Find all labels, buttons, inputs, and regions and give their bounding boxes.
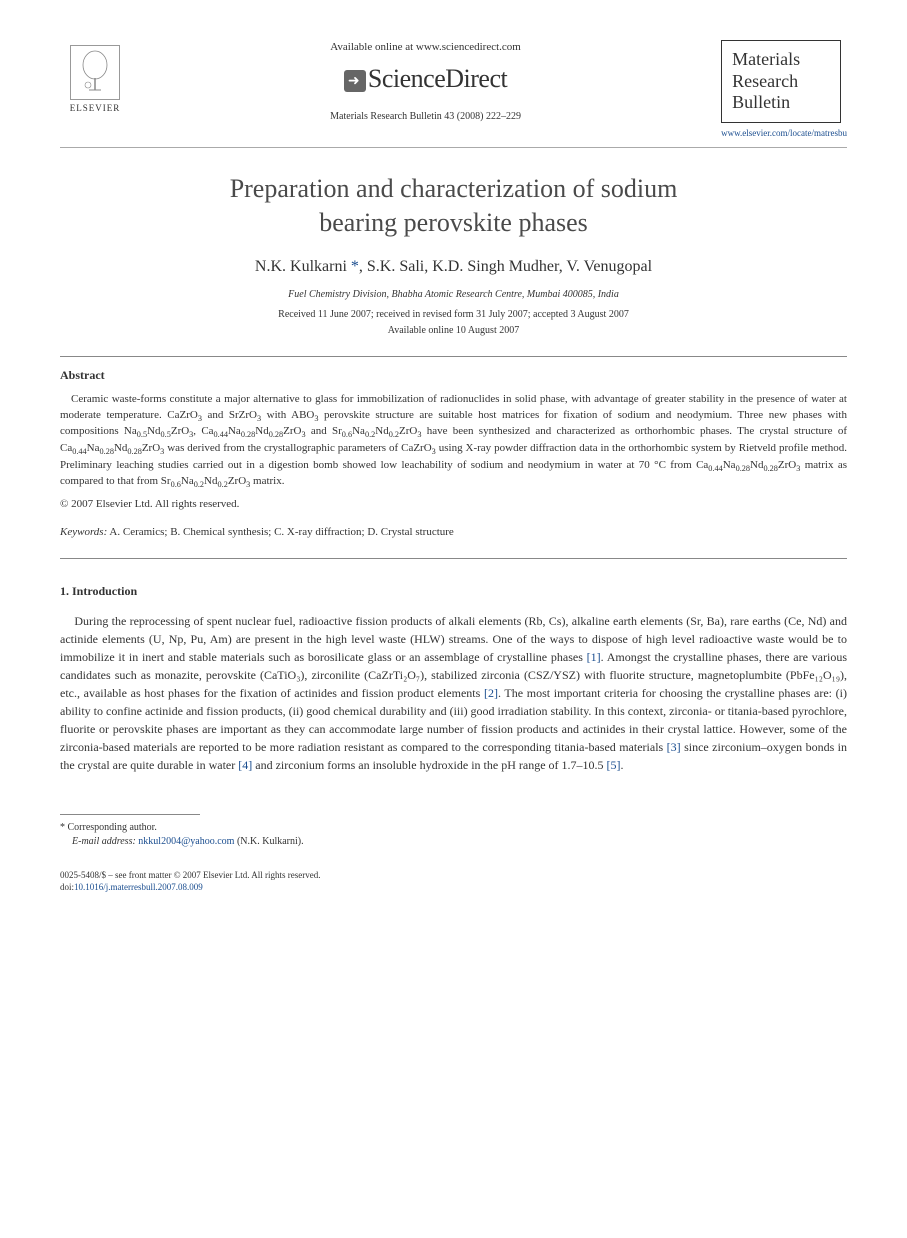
elsevier-text: ELSEVIER xyxy=(70,102,121,115)
footer-block: 0025-5408/$ – see front matter © 2007 El… xyxy=(60,869,847,894)
email-line: E-mail address: nkkul2004@yahoo.com (N.K… xyxy=(60,835,847,849)
journal-box-line3: Bulletin xyxy=(732,92,830,114)
article-title: Preparation and characterization of sodi… xyxy=(60,172,847,240)
footnote-separator xyxy=(60,814,200,815)
abstract-heading: Abstract xyxy=(60,367,847,384)
header-row: ELSEVIER Available online at www.science… xyxy=(60,40,847,139)
keywords-line: Keywords: A. Ceramics; B. Chemical synth… xyxy=(60,525,847,540)
header-rule xyxy=(60,147,847,148)
corresponding-star-icon: * xyxy=(351,258,359,275)
reference-link-4[interactable]: [4] xyxy=(238,758,252,772)
sciencedirect-icon xyxy=(344,70,366,92)
journal-reference: Materials Research Bulletin 43 (2008) 22… xyxy=(130,110,721,124)
sciencedirect-logo: ScienceDirect xyxy=(130,61,721,97)
available-online-text: Available online at www.sciencedirect.co… xyxy=(130,40,721,55)
affiliation: Fuel Chemistry Division, Bhabha Atomic R… xyxy=(60,288,847,302)
reference-link-3[interactable]: [3] xyxy=(667,740,681,754)
abstract-top-rule xyxy=(60,356,847,357)
dates-received: Received 11 June 2007; received in revis… xyxy=(60,308,847,322)
keywords-text: A. Ceramics; B. Chemical synthesis; C. X… xyxy=(107,526,454,538)
introduction-heading: 1. Introduction xyxy=(60,583,847,600)
introduction-paragraph: During the reprocessing of spent nuclear… xyxy=(60,612,847,774)
journal-url[interactable]: www.elsevier.com/locate/matresbu xyxy=(721,127,847,140)
footer-doi-line: doi:10.1016/j.materresbull.2007.08.009 xyxy=(60,881,847,894)
corresponding-author-note: * Corresponding author. xyxy=(60,821,847,835)
reference-link-2[interactable]: [2] xyxy=(484,686,498,700)
email-suffix: (N.K. Kulkarni). xyxy=(234,836,303,847)
dates-online: Available online 10 August 2007 xyxy=(60,324,847,338)
copyright-line: © 2007 Elsevier Ltd. All rights reserved… xyxy=(60,497,847,512)
abstract-text: Ceramic waste-forms constitute a major a… xyxy=(60,392,847,491)
email-address[interactable]: nkkul2004@yahoo.com xyxy=(138,836,234,847)
authors-line: N.K. Kulkarni *, S.K. Sali, K.D. Singh M… xyxy=(60,256,847,278)
journal-box-line1: Materials xyxy=(732,49,830,71)
abstract-bottom-rule xyxy=(60,558,847,559)
sciencedirect-text: ScienceDirect xyxy=(368,64,507,93)
journal-title-box: Materials Research Bulletin xyxy=(721,40,841,123)
keywords-label: Keywords: xyxy=(60,526,107,538)
journal-box-container: Materials Research Bulletin www.elsevier… xyxy=(721,40,847,139)
email-label: E-mail address: xyxy=(72,836,136,847)
reference-link-5[interactable]: [5] xyxy=(607,758,621,772)
footer-front-matter: 0025-5408/$ – see front matter © 2007 El… xyxy=(60,869,847,882)
journal-box-line2: Research xyxy=(732,71,830,93)
doi-link[interactable]: 10.1016/j.materresbull.2007.08.009 xyxy=(74,882,203,892)
reference-link-1[interactable]: [1] xyxy=(587,650,601,664)
elsevier-logo: ELSEVIER xyxy=(60,40,130,120)
footnote-block: * Corresponding author. E-mail address: … xyxy=(60,821,847,849)
center-header: Available online at www.sciencedirect.co… xyxy=(130,40,721,124)
elsevier-tree-icon xyxy=(70,45,120,100)
